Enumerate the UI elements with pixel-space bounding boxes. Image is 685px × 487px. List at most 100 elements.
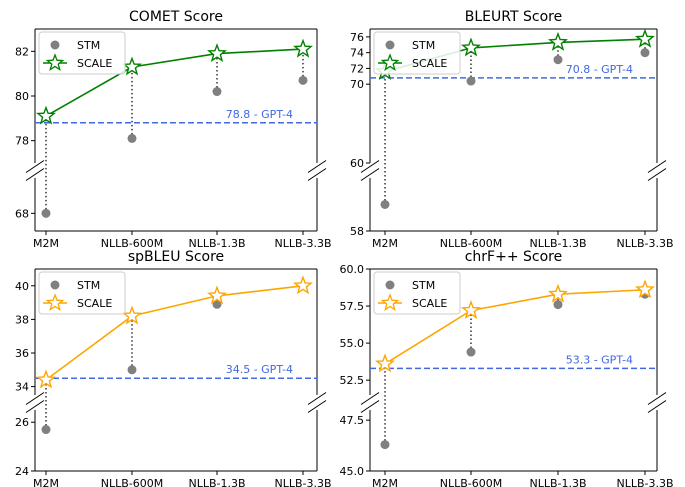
y-tick-label: 47.5 — [340, 414, 365, 427]
axis-break-right-b — [307, 168, 327, 181]
scale-star-point — [635, 279, 655, 299]
y-tick-label: 57.5 — [340, 300, 365, 313]
stm-point — [41, 208, 51, 218]
stm-point — [466, 347, 476, 357]
axis-break-left-a — [360, 392, 380, 405]
stm-point — [640, 48, 650, 58]
axis-break-right-a — [307, 160, 327, 173]
y-tick-label: 80 — [15, 90, 29, 103]
scale-star-point — [374, 353, 396, 373]
scale-star-point — [206, 285, 228, 305]
y-tick-label: 70 — [350, 78, 364, 91]
stm-point — [298, 75, 308, 85]
stm-point — [127, 133, 137, 143]
legend-scale-label: SCALE — [77, 57, 112, 70]
legend-stm-marker — [50, 280, 60, 290]
x-tick-label: NLLB-3.3B — [616, 237, 673, 250]
axis-break-left-a — [25, 392, 45, 405]
legend-stm-label: STM — [412, 279, 435, 292]
x-tick-label: NLLB-3.3B — [274, 237, 331, 250]
axis-break-left-b — [360, 400, 380, 413]
x-tick-label: NLLB-1.3B — [188, 237, 245, 250]
chart-title: BLEURT Score — [465, 9, 562, 25]
y-tick-label: 34 — [15, 381, 29, 394]
x-tick-label: M2M — [372, 237, 398, 250]
scale-star-point — [35, 105, 57, 125]
scale-star-point — [121, 56, 143, 76]
gpt4-reference-label: 53.3 - GPT-4 — [566, 353, 633, 366]
chart-title: spBLEU Score — [128, 249, 224, 265]
stm-point — [553, 55, 563, 65]
axis-break-right-a — [647, 160, 667, 173]
y-tick-label: 55.0 — [340, 337, 365, 350]
axis-break-right-b — [647, 400, 667, 413]
y-tick-label: 45.0 — [340, 465, 365, 478]
x-tick-label: NLLB-3.3B — [274, 477, 331, 487]
y-tick-label: 26 — [15, 416, 29, 429]
stm-point — [212, 299, 222, 309]
y-tick-label: 82 — [15, 45, 29, 58]
scale-line — [384, 289, 646, 365]
y-tick-label: 36 — [15, 347, 29, 360]
x-tick-label: M2M — [33, 477, 59, 487]
legend-scale-marker — [45, 293, 65, 311]
y-tick-label: 24 — [15, 465, 29, 478]
x-tick-label: NLLB-3.3B — [616, 477, 673, 487]
scale-star-point — [547, 31, 569, 51]
chart-panel-3: chrF++ Score 52.5 55.0 57.5 60.0 47.5 45.0 M2M N… — [340, 249, 674, 487]
scale-star-point — [206, 43, 228, 62]
axis-break-right-a — [307, 392, 327, 405]
y-tick-label: 68 — [15, 207, 29, 220]
y-tick-label: 38 — [15, 313, 29, 326]
legend-stm-label: STM — [77, 279, 100, 292]
legend-stm-marker — [385, 280, 395, 290]
chart-panel-0: COMET Score 78 80 82 68 M2M NLLB-600M NLLB-1.3B… — [15, 9, 332, 250]
y-tick-label: 72 — [350, 62, 364, 75]
gpt4-reference-label: 34.5 - GPT-4 — [226, 363, 293, 376]
stm-point — [41, 425, 51, 435]
scale-star-point — [35, 369, 57, 389]
x-tick-label: M2M — [33, 237, 59, 250]
legend-stm-marker — [385, 40, 395, 50]
legend-stm-label: STM — [412, 39, 435, 52]
axis-break-right-b — [307, 400, 327, 413]
x-tick-label: NLLB-1.3B — [529, 237, 586, 250]
scale-star-point — [460, 300, 482, 320]
scale-star-point — [292, 38, 314, 58]
chart-title: COMET Score — [129, 9, 223, 25]
legend-scale-marker — [380, 293, 400, 311]
y-tick-label: 74 — [350, 47, 364, 60]
stm-point — [127, 365, 137, 375]
scale-star-point — [460, 37, 482, 57]
axis-break-left-b — [360, 168, 380, 181]
axis-break-right-b — [647, 168, 667, 181]
chart-panel-2: spBLEU Score 34 36 38 40 26 24 M2M NLLB-600M NLLB… — [15, 249, 332, 487]
gpt4-reference-label: 70.8 - GPT-4 — [566, 63, 633, 76]
stm-point — [466, 76, 476, 86]
scale-line — [45, 285, 304, 381]
scale-star-point — [122, 305, 142, 325]
legend-stm-marker — [50, 40, 60, 50]
legend-scale-marker — [45, 53, 65, 71]
axis-break-right-a — [647, 392, 667, 405]
y-tick-label: 58 — [350, 225, 364, 238]
x-tick-label: NLLB-600M — [101, 237, 164, 250]
legend-scale-marker — [380, 53, 400, 71]
legend-scale-label: SCALE — [412, 297, 447, 310]
x-tick-label: NLLB-600M — [440, 477, 503, 487]
legend-scale-label: SCALE — [412, 57, 447, 70]
y-tick-label: 60 — [350, 157, 364, 170]
x-tick-label: NLLB-1.3B — [529, 477, 586, 487]
chart-panel-1: BLEURT Score 60 70 72 74 76 58 M2M NLLB-600M NLLB… — [350, 9, 674, 250]
y-tick-label: 76 — [350, 31, 364, 44]
scale-star-point — [547, 283, 569, 303]
x-tick-label: NLLB-600M — [101, 477, 164, 487]
axis-break-left-b — [25, 168, 45, 181]
y-tick-label: 40 — [15, 280, 29, 293]
y-tick-label: 78 — [15, 135, 29, 148]
scale-star-point — [292, 275, 314, 295]
axis-break-left-b — [25, 400, 45, 413]
stm-point — [380, 200, 390, 209]
x-tick-label: NLLB-1.3B — [188, 477, 245, 487]
